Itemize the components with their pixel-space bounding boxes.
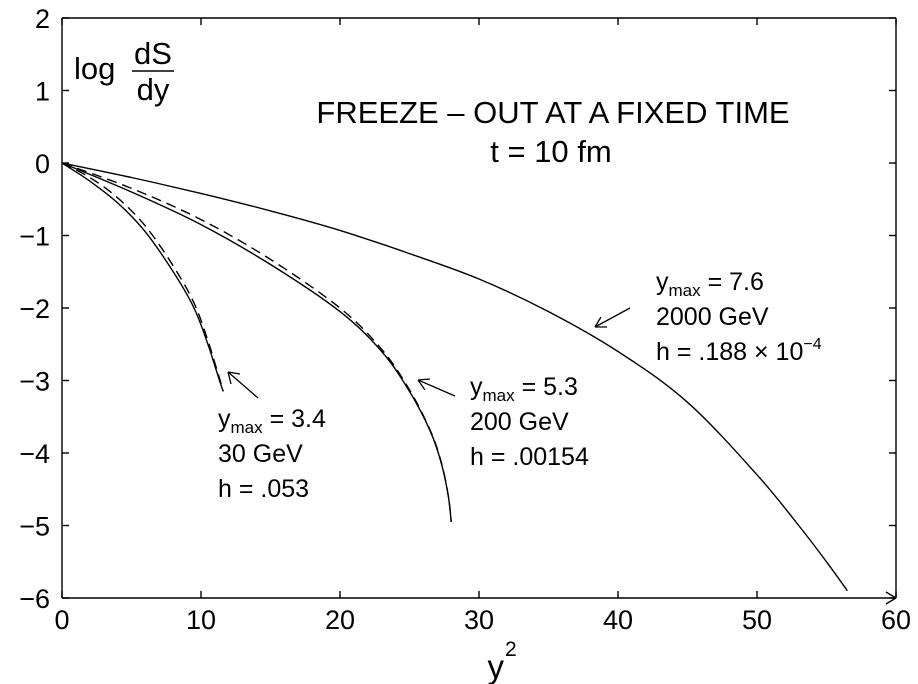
y-ticks: 2 1 0 −1 −2 −3 −4 −5 −6 xyxy=(19,4,896,614)
annotation-3-line1: ymax = 7.6 xyxy=(656,268,764,300)
annotation-1-line1: ymax = 3.4 xyxy=(218,405,326,437)
series-line-2-dashed xyxy=(61,162,224,392)
annotation-ymax-3-4: ymax = 3.4 30 GeV h = .053 xyxy=(218,371,326,503)
x-tick-label: 40 xyxy=(603,605,633,635)
y-label-denominator: dy xyxy=(137,72,170,107)
y-axis-label: log dS dy xyxy=(74,36,174,107)
annotation-3-arrow xyxy=(594,307,631,328)
annotation-3-line3: h = .188 × 10−4 xyxy=(656,336,822,366)
x-ticks: 0 10 20 30 40 50 60 xyxy=(54,18,911,635)
y-tick-label: −6 xyxy=(19,584,50,614)
x-tick-label: 50 xyxy=(742,605,772,635)
series-line-5-solid xyxy=(61,162,848,592)
series-line-3-solid xyxy=(61,162,452,522)
annotation-3-line2: 2000 GeV xyxy=(656,303,769,331)
x-axis-label: y 2 xyxy=(488,638,517,684)
x-axis-arrow xyxy=(885,591,897,605)
annotation-ymax-7-6: ymax = 7.6 2000 GeV h = .188 × 10−4 xyxy=(594,268,822,366)
x-tick-label: 10 xyxy=(186,605,216,635)
x-tick-label: 20 xyxy=(325,605,355,635)
annotation-ymax-5-3: ymax = 5.3 200 GeV h = .00154 xyxy=(417,373,589,471)
y-tick-label: −5 xyxy=(19,512,50,542)
chart-title: FREEZE – OUT AT A FIXED TIME xyxy=(316,95,789,130)
y-label-log: log xyxy=(74,51,115,86)
chart-subtitle: t = 10 fm xyxy=(490,134,611,169)
y-tick-label: 2 xyxy=(35,4,50,34)
y-label-numerator: dS xyxy=(134,36,172,71)
x-tick-label: 60 xyxy=(881,605,911,635)
annotation-2-line3: h = .00154 xyxy=(470,443,589,471)
x-tick-label: 0 xyxy=(54,605,69,635)
curves xyxy=(61,162,848,592)
x-tick-label: 30 xyxy=(464,605,494,635)
x-label-base: y xyxy=(488,648,505,684)
series-line-4-dashed xyxy=(61,162,452,522)
annotation-1-line2: 30 GeV xyxy=(218,440,303,468)
annotation-1-arrow xyxy=(227,371,259,399)
annotation-2-line1: ymax = 5.3 xyxy=(470,373,578,405)
x-label-sup: 2 xyxy=(505,638,517,661)
annotation-1-line3: h = .053 xyxy=(218,475,309,503)
y-tick-label: −2 xyxy=(19,294,50,324)
y-tick-label: 1 xyxy=(35,77,50,107)
y-tick-label: −4 xyxy=(19,439,50,469)
annotation-2-arrow xyxy=(417,378,456,397)
annotation-2-line2: 200 GeV xyxy=(470,408,569,436)
y-tick-label: −1 xyxy=(19,222,50,252)
y-tick-label: −3 xyxy=(19,367,50,397)
y-tick-label: 0 xyxy=(35,149,50,179)
